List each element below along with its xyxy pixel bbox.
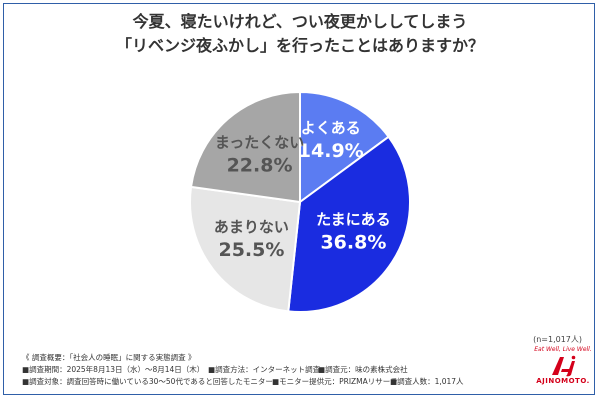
title-line-2: 「リベンジ夜ふかし」を行ったことはありますか？ bbox=[115, 36, 484, 55]
title-line-1: 今夏、寝たいけれど、つい夜更かししてしまう bbox=[132, 12, 468, 31]
slice-label-3: あまりない bbox=[214, 218, 289, 236]
footer-method: ■調査方法：インターネット調査 bbox=[208, 365, 321, 374]
footer-row-2: ■調査対象：調査回答時に働いている30〜50代であると回答したモニター■モニター… bbox=[22, 376, 464, 388]
pie-slice-3 bbox=[189, 185, 302, 313]
pie-slice-4 bbox=[189, 90, 301, 204]
footer-heading: 《 調査概要：「社会人の睡眠」に関する実態調査 》 bbox=[22, 353, 196, 362]
survey-footer: 《 調査概要：「社会人の睡眠」に関する実態調査 》 ■調査期間：2025年8月1… bbox=[22, 352, 464, 388]
brand-name: AJINOMOTO. bbox=[536, 377, 590, 385]
footer-org: ■調査元：味の素株式会社 bbox=[318, 365, 408, 374]
brand-tagline: Eat Well, Live Well. bbox=[534, 346, 592, 353]
slice-value-2: 36.8% bbox=[320, 232, 386, 254]
brand-block: Eat Well, Live Well. AJINOMOTO. bbox=[530, 346, 596, 385]
sample-size: (n=1,017人) bbox=[533, 335, 582, 344]
footer-count: ■調査人数：1,017人 bbox=[390, 377, 464, 386]
slice-label-4: まったくない bbox=[215, 134, 304, 152]
slice-value-4: 22.8% bbox=[227, 155, 293, 177]
slice-label-2: たまにある bbox=[316, 211, 391, 229]
pie-slice-2 bbox=[287, 135, 411, 313]
footer-row-1: ■調査期間：2025年8月13日（水）〜8月14日（木） ■調査方法：インターネッ… bbox=[22, 364, 464, 376]
slice-value-1: 14.9% bbox=[298, 140, 364, 162]
footer-target: ■調査対象：調査回答時に働いている30〜50代であると回答したモニター bbox=[22, 377, 273, 386]
slice-label-1: よくある bbox=[301, 119, 361, 137]
chart-title: 今夏、寝たいけれど、つい夜更かししてしまう 「リベンジ夜ふかし」を行ったことはあ… bbox=[0, 10, 600, 58]
ajinomoto-logo-icon bbox=[552, 355, 576, 377]
slice-value-3: 25.5% bbox=[218, 239, 284, 261]
footer-provider: ■モニター提供元：PRIZMAリサーチ bbox=[272, 377, 398, 386]
pie-slice-1 bbox=[299, 90, 390, 204]
footer-period: ■調査期間：2025年8月13日（水）〜8月14日（木） bbox=[22, 365, 205, 374]
